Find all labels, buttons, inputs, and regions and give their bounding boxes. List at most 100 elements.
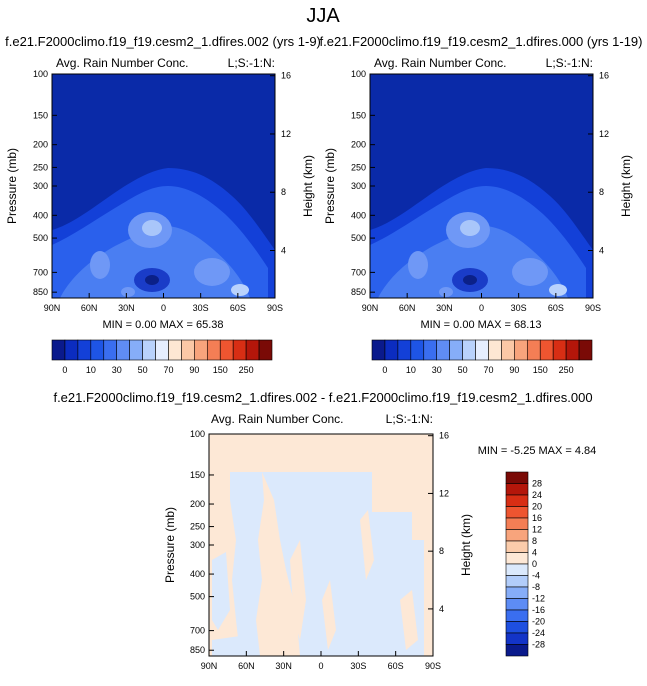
- colorbar-box: [475, 339, 489, 361]
- panel-1-field: [52, 74, 275, 298]
- x-tick-label: 90S: [267, 303, 283, 313]
- colorbar-label: 10: [86, 365, 96, 375]
- colorbar-label: -24: [532, 628, 545, 638]
- colorbar-label: 0: [532, 559, 537, 569]
- y-tick-label: 500: [33, 233, 48, 243]
- panel-2-stats: MIN = 0.00 MAX = 68.13: [420, 319, 541, 331]
- panel-2-colorbar: 0 10 30 50 70 90 150 250: [371, 339, 593, 375]
- panel-1-stats: MIN = 0.00 MAX = 65.38: [102, 319, 223, 331]
- colorbar-label: -20: [532, 617, 545, 627]
- x-tick-label: 60S: [230, 303, 246, 313]
- y-tick-label: 850: [351, 287, 366, 297]
- colorbar-box: [505, 483, 529, 496]
- colorbar-box: [397, 339, 412, 361]
- y-right-tick-label: 12: [599, 129, 609, 139]
- x-tick-label: 60N: [399, 303, 416, 313]
- colorbar-label: 28: [532, 479, 542, 489]
- colorbar-label: -12: [532, 594, 545, 604]
- colorbar-label: 70: [163, 365, 173, 375]
- colorbar-label: 250: [559, 365, 574, 375]
- colorbar-label: 30: [112, 365, 122, 375]
- y-tick-label: 850: [190, 645, 205, 655]
- x-tick-label: 30N: [118, 303, 135, 313]
- colorbar-label: 4: [532, 548, 537, 558]
- colorbar-box: [552, 339, 567, 361]
- y-tick-label: 250: [351, 162, 366, 172]
- colorbar-box: [77, 339, 92, 361]
- y-tick-label: 500: [190, 592, 205, 602]
- panel-1: Avg. Rain Number Conc. L;S:-1:N: 90N 60N 3…: [5, 56, 315, 375]
- colorbar-label: 150: [533, 365, 548, 375]
- panel2-run-title: f.e21.F2000climo.f19_f19.cesm2_1.dfires.…: [319, 34, 642, 49]
- y-tick-label: 850: [33, 287, 48, 297]
- colorbar-label: 90: [509, 365, 519, 375]
- y-tick-label: 200: [33, 140, 48, 150]
- colorbar-box: [206, 339, 221, 361]
- y-right-tick-label: 8: [439, 546, 444, 556]
- x-tick-label: 30N: [275, 661, 292, 671]
- colorbar-box: [232, 339, 247, 361]
- panel-3: Avg. Rain Number Conc. L;S:-1:N: 90N 60N 3…: [163, 412, 596, 671]
- y-tick-label: 700: [33, 267, 48, 277]
- panel-1-colorbar: 0 10 30 50 70 90 150 250: [51, 339, 273, 375]
- y-tick-label: 400: [190, 569, 205, 579]
- x-tick-label: 90S: [585, 303, 601, 313]
- colorbar-label: 250: [239, 365, 254, 375]
- y-right-tick-label: 4: [439, 604, 444, 614]
- colorbar-label: 16: [532, 513, 542, 523]
- colorbar-label: 0: [382, 365, 387, 375]
- colorbar-box: [423, 339, 438, 361]
- panel-1-corner-label: L;S:-1:N:: [228, 56, 275, 70]
- y-right-tick-label: 12: [281, 129, 291, 139]
- colorbar-label: -4: [532, 571, 540, 581]
- panel-2-ylabel: Pressure (mb): [323, 148, 337, 224]
- panel-3-ylabel: Pressure (mb): [163, 507, 177, 583]
- colorbar-box: [505, 575, 529, 588]
- x-tick-label: 0: [161, 303, 166, 313]
- colorbar-box: [505, 621, 529, 634]
- page-title: JJA: [306, 5, 340, 27]
- x-tick-label: 30S: [350, 661, 366, 671]
- y-right-tick-label: 16: [439, 431, 449, 441]
- panel-3-field: [209, 434, 433, 656]
- panel1-run-title: f.e21.F2000climo.f19_f19.cesm2_1.dfires.…: [5, 34, 321, 49]
- x-tick-label: 90N: [362, 303, 379, 313]
- y-right-tick-label: 4: [281, 245, 286, 255]
- y-tick-label: 250: [190, 522, 205, 532]
- colorbar-label: 150: [213, 365, 228, 375]
- colorbar-label: 50: [138, 365, 148, 375]
- x-tick-label: 60S: [548, 303, 564, 313]
- y-tick-label: 250: [33, 162, 48, 172]
- panel3-run-title: f.e21.F2000climo.f19_f19.cesm2_1.dfires.…: [53, 390, 592, 405]
- x-tick-label: 30S: [193, 303, 209, 313]
- colorbar-box: [258, 339, 273, 361]
- colorbar-box: [565, 339, 580, 361]
- y-tick-label: 300: [190, 540, 205, 550]
- panel-2-axes: 90N 60N 30N 0 30S 60S 90S 100 150 200 250 300 400 500…: [351, 69, 609, 313]
- colorbar-box: [64, 339, 79, 361]
- panel-2-field: [370, 74, 593, 298]
- colorbar-box: [505, 540, 529, 553]
- panel-3-ylabel-right: Height (km): [459, 514, 473, 576]
- y-tick-label: 400: [351, 210, 366, 220]
- y-tick-label: 150: [190, 470, 205, 480]
- colorbar-box: [90, 339, 105, 361]
- colorbar-box: [194, 339, 208, 361]
- colorbar-box: [103, 339, 118, 361]
- colorbar-box: [142, 339, 156, 361]
- panel-1-ylabel-right: Height (km): [301, 155, 315, 217]
- y-tick-label: 400: [33, 210, 48, 220]
- colorbar-box: [129, 339, 143, 361]
- colorbar-box: [371, 339, 386, 361]
- panel-3-title: Avg. Rain Number Conc.: [211, 412, 344, 426]
- y-right-tick-label: 16: [281, 71, 291, 81]
- panel-3-stats: MIN = -5.25 MAX = 4.84: [478, 445, 597, 457]
- colorbar-box: [501, 339, 515, 361]
- y-tick-label: 300: [33, 181, 48, 191]
- y-right-tick-label: 4: [599, 245, 604, 255]
- colorbar-label: 24: [532, 490, 542, 500]
- panel-3-corner-label: L;S:-1:N:: [386, 412, 433, 426]
- colorbar-box: [168, 339, 182, 361]
- colorbar-label: 8: [532, 536, 537, 546]
